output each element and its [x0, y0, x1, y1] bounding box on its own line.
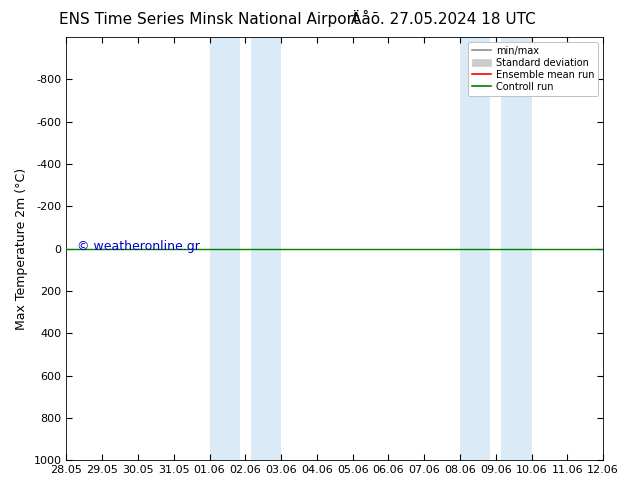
- Legend: min/max, Standard deviation, Ensemble mean run, Controll run: min/max, Standard deviation, Ensemble me…: [468, 42, 598, 96]
- Text: Äåõ. 27.05.2024 18 UTC: Äåõ. 27.05.2024 18 UTC: [351, 12, 536, 27]
- Bar: [210, 37, 240, 460]
- Bar: [460, 37, 491, 460]
- Bar: [501, 37, 531, 460]
- Text: ENS Time Series Minsk National Airport: ENS Time Series Minsk National Airport: [59, 12, 359, 27]
- Text: © weatheronline.gr: © weatheronline.gr: [77, 240, 200, 253]
- Y-axis label: Max Temperature 2m (°C): Max Temperature 2m (°C): [15, 168, 28, 330]
- Bar: [250, 37, 281, 460]
